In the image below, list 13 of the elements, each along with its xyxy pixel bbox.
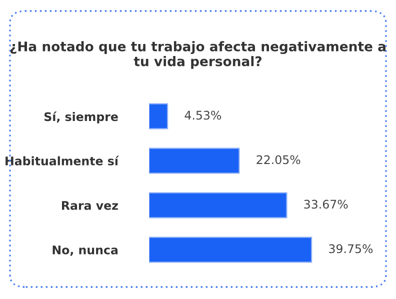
data-label: 22.05% (256, 155, 300, 164)
bar (149, 192, 288, 218)
bar (149, 103, 168, 130)
y-tick-label: No, nunca (52, 246, 118, 256)
data-label: 39.75% (329, 244, 373, 254)
chart-title: ¿Ha notado que tu trabajo afecta negativamente a tu vida personal? (10, 41, 386, 69)
data-label: 4.53% (184, 110, 222, 120)
y-tick-label: Rara vez (62, 201, 118, 210)
bar (149, 236, 312, 263)
bar (149, 148, 240, 174)
y-tick-label: Habitualmente sí (6, 156, 119, 166)
y-tick-label: Sí, siempre (44, 112, 118, 124)
data-label: 33.67% (304, 200, 348, 209)
